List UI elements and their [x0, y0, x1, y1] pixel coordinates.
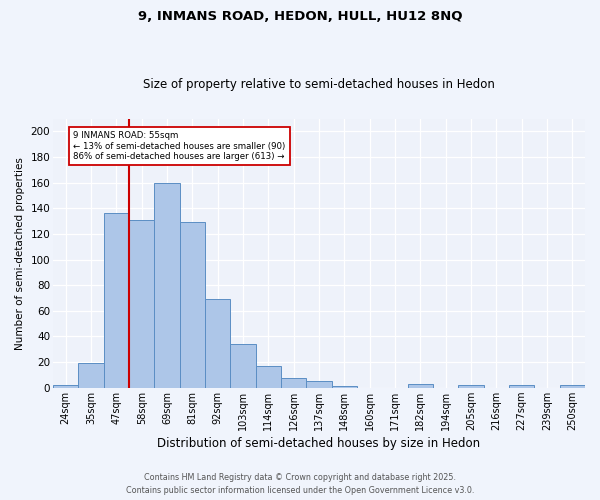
Bar [281, 378, 307, 388]
Bar [509, 385, 535, 388]
Bar [560, 385, 585, 388]
Title: Size of property relative to semi-detached houses in Hedon: Size of property relative to semi-detach… [143, 78, 495, 91]
Bar [129, 220, 154, 388]
Bar [104, 214, 129, 388]
Bar [53, 385, 79, 388]
Bar [458, 385, 484, 388]
Text: Contains HM Land Registry data © Crown copyright and database right 2025.
Contai: Contains HM Land Registry data © Crown c… [126, 474, 474, 495]
X-axis label: Distribution of semi-detached houses by size in Hedon: Distribution of semi-detached houses by … [157, 437, 481, 450]
Text: 9, INMANS ROAD, HEDON, HULL, HU12 8NQ: 9, INMANS ROAD, HEDON, HULL, HU12 8NQ [138, 10, 462, 23]
Bar [230, 344, 256, 388]
Bar [407, 384, 433, 388]
Bar [154, 182, 180, 388]
Bar [256, 366, 281, 388]
Bar [79, 364, 104, 388]
Y-axis label: Number of semi-detached properties: Number of semi-detached properties [15, 156, 25, 350]
Bar [332, 386, 357, 388]
Text: 9 INMANS ROAD: 55sqm
← 13% of semi-detached houses are smaller (90)
86% of semi-: 9 INMANS ROAD: 55sqm ← 13% of semi-detac… [73, 132, 286, 161]
Bar [307, 382, 332, 388]
Bar [205, 300, 230, 388]
Bar [180, 222, 205, 388]
